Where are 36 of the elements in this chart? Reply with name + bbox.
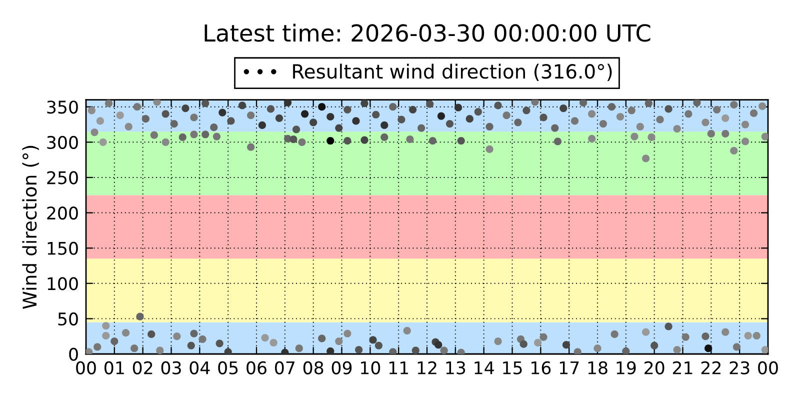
x-tick-label: 21 [672,361,692,374]
x-tick-label: 22 [701,361,720,374]
x-tick-label: 13 [446,361,466,374]
x-tick-label: 11 [389,361,408,374]
y-tick-label: 100 [48,277,78,290]
x-tick-label: 05 [218,361,238,374]
x-tick-label: 08 [303,361,324,374]
x-tick-label: 12 [418,361,436,374]
x-tick-label: 00 [758,361,778,374]
x-tick-label: 19 [616,361,636,374]
x-tick-label: 15 [503,361,522,374]
x-tick-label: 14 [474,361,494,374]
y-axis-title: Wind direction (°) [22,146,39,309]
x-tick-label: 17 [560,361,579,374]
y-tick-label: 300 [47,136,78,150]
x-tick-label: 01 [104,361,124,374]
series-label: Resultant wind direction (316.0°) [293,64,612,82]
y-tick-label: 200 [47,206,78,220]
x-tick-label: 06 [246,361,266,374]
chart-title: Latest time: 2026-03-30 00:00:00 UTC [204,24,650,42]
x-tick-label: 16 [532,361,551,374]
x-tick-label: 10 [361,361,380,374]
x-tick-label: 18 [588,361,608,374]
y-tick-label: 250 [47,171,78,184]
y-tick-label: 50 [58,312,78,326]
x-tick-label: 23 [730,361,750,374]
x-tick-label: 00 [76,361,96,374]
y-tick-label: 150 [48,242,78,255]
x-tick-label: 03 [161,361,181,374]
y-tick-label: 350 [47,100,78,114]
x-tick-label: 07 [275,361,294,374]
x-tick-label: 20 [644,361,664,374]
x-tick-label: 02 [132,361,152,374]
y-tick-label: 0 [69,348,78,361]
x-tick-label: 04 [190,361,210,374]
x-tick-label: 09 [332,361,352,374]
